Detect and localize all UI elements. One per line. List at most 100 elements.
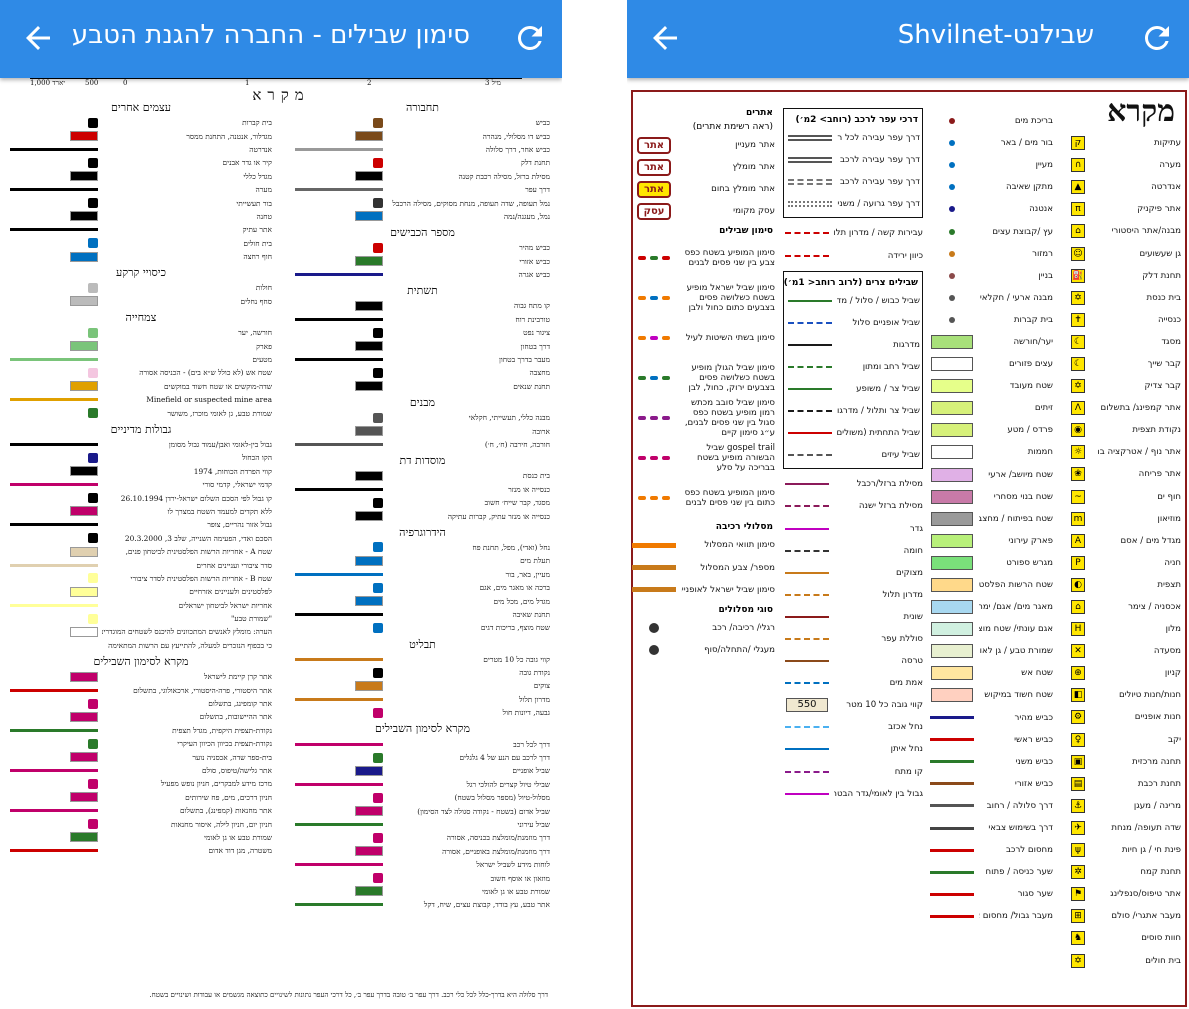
- poi-icon: ▤: [1071, 776, 1085, 791]
- section-heading: סוגי מסלולים: [718, 604, 773, 615]
- legend-symbol: [295, 886, 383, 897]
- legend-column-roads: דרכי עפר לרכב (רוחב> 2מ׳) דרך עפר עבירה ל…: [783, 104, 923, 805]
- legend-section-heading: מוסדות דת: [399, 454, 446, 468]
- back-arrow-icon[interactable]: [20, 20, 56, 56]
- legend-label: חוף ים: [1157, 491, 1181, 502]
- point-symbol: [949, 294, 955, 301]
- legend-row: נקודת-תצפית היקפית, מגדל תצפית: [10, 724, 272, 737]
- legend-row: חוף ים ~: [1061, 486, 1181, 508]
- left-legend-image[interactable]: 1,000 יארד 500 0 1 2 3 מיל מקרא תחבורה כב…: [0, 78, 562, 1009]
- legend-row: גבול בין לאומי/גדר הבטחון: [783, 783, 923, 805]
- area-swatch: [931, 379, 973, 394]
- point-symbol: [949, 162, 955, 169]
- legend-symbol: [295, 184, 383, 195]
- legend-row: אנדרטה ▲: [1061, 176, 1181, 198]
- legend-section-heading: מבנים: [409, 396, 436, 410]
- legend-row: שביל התחתית (משולים רבים כגון סלעים/ צמח…: [786, 422, 920, 444]
- legend-row: מסלול-טיול (מספר מסלול בשטח): [295, 791, 550, 804]
- legend-symbol: [10, 439, 98, 450]
- legend-symbol: [783, 763, 831, 781]
- legend-label: כביש דו מסלולי, מנהרה: [482, 131, 550, 141]
- legend-symbol: [10, 640, 98, 651]
- refresh-icon[interactable]: [1139, 20, 1175, 56]
- legend-label: שביל התחתית (משולים רבים כגון סלעים/ צמח…: [837, 428, 920, 439]
- legend-label: עסק מקומי: [733, 206, 775, 217]
- legend-symbol: ▲: [1061, 178, 1095, 196]
- legend-row: אתר קרן קיימת לישראל: [10, 670, 272, 683]
- refresh-icon[interactable]: [512, 20, 548, 56]
- legend-symbol: [295, 157, 383, 168]
- legend-row: לפלסטינים ולעניינים אזרחיים: [10, 585, 272, 598]
- legend-label: דרך מוזמנת/מומלצת בכניסה, אסורה: [446, 833, 550, 843]
- legend-label: חניון יום, חניון לילה, איסור מחנאות: [170, 819, 272, 829]
- legend-row: מגדל כללי: [10, 170, 272, 183]
- legend-row: אתר עתיק: [10, 223, 272, 236]
- legend-symbol: [10, 296, 98, 307]
- legend-row: חוות סוסים ♞: [1061, 927, 1181, 949]
- legend-symbol: [295, 569, 383, 580]
- legend-symbol: [928, 223, 976, 241]
- legend-row: תחנת דלק: [295, 156, 550, 169]
- legend-label: יער/חורשה: [1013, 336, 1053, 347]
- legend-row: חומה: [783, 540, 923, 562]
- scale-label: 1: [245, 79, 250, 87]
- legend-label: מעבר בדרך בטחון: [498, 355, 550, 365]
- legend-label: אכסניה / צימר: [1128, 602, 1181, 613]
- legend-row: אתר מעניין אתר: [630, 134, 775, 156]
- legend-label: בית חולים: [243, 238, 272, 248]
- legend-symbol: [783, 586, 831, 604]
- poi-icon: ☾: [1071, 356, 1085, 371]
- legend-label: ארובה: [532, 426, 550, 436]
- symbol-swatch: [373, 667, 383, 678]
- symbol-swatch: [70, 506, 98, 517]
- legend-symbol: [928, 863, 976, 881]
- legend-symbol: ☾: [1061, 355, 1095, 373]
- line-symbol: [930, 738, 974, 742]
- section-heading: אתרים: [745, 108, 773, 118]
- legend-row: שמורת טבע או גן לאומי: [295, 885, 550, 898]
- legend-label: מטעים: [252, 355, 272, 365]
- legend-row: אמת מים: [783, 672, 923, 694]
- legend-label: סדר ציבורי ועניינים אחרים: [196, 560, 272, 570]
- legend-label: כביש אזורי: [1014, 778, 1053, 789]
- legend-symbol: [295, 426, 383, 437]
- legend-label: מדרון תלול: [518, 694, 550, 704]
- back-arrow-icon[interactable]: [647, 20, 683, 56]
- legend-symbol: [10, 685, 98, 696]
- legend-row: בית חולים: [10, 237, 272, 250]
- legend-label: שטח אש: [1021, 668, 1053, 679]
- legend-symbol: [295, 739, 383, 750]
- symbol-swatch: [373, 832, 383, 843]
- right-legend-image[interactable]: מקרא עתיקות ק מערה ∩ אנדרטה ▲ אתר פיקניק π מבנה/…: [627, 78, 1189, 1009]
- legend-symbol: [295, 622, 383, 633]
- legend-row: בור תעשייתי: [10, 196, 272, 209]
- line-symbol: [788, 179, 832, 186]
- legend-symbol: [10, 408, 98, 419]
- legend-row: כיוון ירידה: [783, 244, 923, 266]
- legend-row: Minefield or suspected mine area: [10, 393, 272, 406]
- legend-label: דרך לכל רכב: [513, 739, 550, 749]
- legend-symbol: [295, 242, 383, 253]
- legend-row: שביל צר / משופע: [786, 378, 920, 400]
- legend-symbol: [786, 129, 834, 147]
- trail-dot: [650, 296, 658, 301]
- legend-row: עצים פזורים: [928, 353, 1053, 375]
- line-symbol: [930, 892, 974, 896]
- legend-symbol: [295, 341, 383, 352]
- legend-label: מסגד: [1161, 336, 1181, 347]
- legend-symbol: [295, 381, 383, 392]
- legend-symbol: [786, 446, 834, 464]
- legend-label: חניה: [1164, 557, 1181, 568]
- legend-symbol: [928, 709, 976, 727]
- legend-row: מוזאון או אוסף חשוב: [295, 871, 550, 884]
- symbol-swatch: [373, 792, 383, 803]
- legend-label: מעבר גבול/ מחסום צהל: [979, 911, 1053, 922]
- legend-symbol: [783, 785, 831, 803]
- trail-dot: [638, 296, 646, 301]
- legend-label: קווי גובה כל 10 מטר: [846, 700, 923, 711]
- legend-row: מרינה / מעגן ⚓: [1061, 795, 1181, 817]
- legend-symbol: ψ: [1061, 841, 1095, 859]
- legend-label: ללא תקדים למעמד השטח במצרך לו: [167, 506, 272, 516]
- legend-row: נקודת גובה: [295, 666, 550, 679]
- legend-symbol: [295, 555, 383, 566]
